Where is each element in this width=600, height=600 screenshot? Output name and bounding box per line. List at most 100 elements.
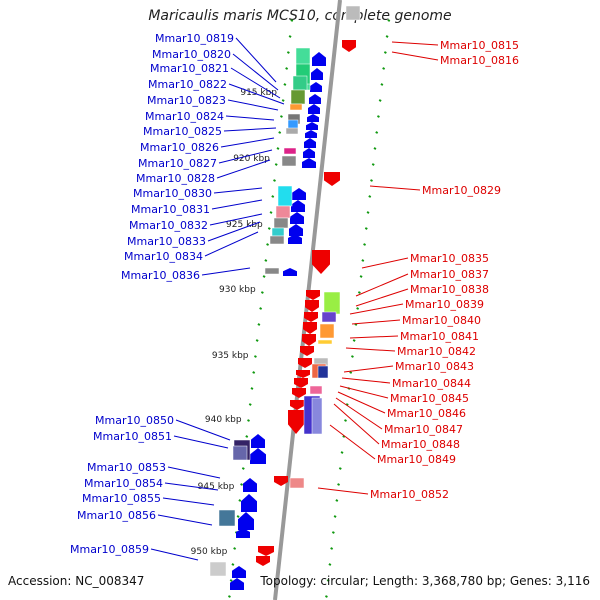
left-gene-leader [209, 213, 263, 226]
gene-box [289, 103, 303, 111]
scale-label: 935 kbp [212, 351, 249, 361]
inner-tick-track-tick [278, 131, 282, 134]
left-gene-label: Mmar10_0820 [152, 48, 231, 61]
outer-tick-track-tick [387, 19, 391, 22]
left-gene-leader [213, 187, 263, 194]
forward-gene-arrow [236, 528, 250, 538]
gene-box [309, 385, 323, 395]
forward-gene-arrow [288, 234, 302, 244]
left-gene-leader [175, 419, 231, 441]
reverse-gene-arrow [324, 172, 340, 186]
reverse-gene-arrow [258, 546, 274, 556]
left-gene-leader [167, 466, 221, 479]
right-gene-leader [317, 487, 369, 495]
left-gene-leader [218, 149, 273, 164]
inner-tick-track-tick [227, 595, 231, 598]
gene-box [209, 561, 227, 577]
outer-tick-track-tick [368, 195, 372, 198]
right-gene-label: Mmar10_0848 [381, 438, 460, 451]
gene-box [264, 267, 280, 275]
forward-gene-arrow [232, 566, 246, 578]
forward-gene-arrow [303, 148, 315, 158]
inner-tick-track-tick [247, 419, 250, 422]
outer-tick-track-tick [349, 371, 353, 374]
forward-gene-arrow [243, 478, 257, 492]
gene-box [271, 227, 285, 237]
gene-box [289, 477, 305, 489]
reverse-gene-arrow [288, 410, 304, 434]
outer-tick-track-tick [378, 99, 382, 102]
topology-label: Topology: circular; Length: 3,368,780 bp… [260, 574, 590, 588]
inner-tick-track-tick [262, 275, 266, 278]
reverse-gene-arrow [292, 388, 306, 398]
gene-box [321, 311, 337, 323]
reverse-gene-arrow [298, 358, 312, 368]
right-gene-leader [355, 288, 409, 307]
outer-tick-track-tick [382, 67, 386, 70]
outer-tick-track-tick [345, 403, 349, 406]
outer-tick-track-tick [342, 435, 346, 438]
right-gene-label: Mmar10_0846 [387, 407, 466, 420]
inner-tick-track-tick [290, 19, 294, 22]
left-gene-leader [157, 514, 213, 526]
reverse-gene-arrow [296, 370, 310, 378]
left-gene-leader [216, 159, 271, 179]
reverse-gene-arrow [274, 476, 288, 486]
forward-gene-arrow [292, 188, 306, 200]
inner-tick-track-tick [274, 163, 278, 166]
left-gene-label: Mmar10_0854 [84, 477, 163, 490]
gene-box [277, 185, 293, 207]
left-gene-leader [164, 482, 219, 491]
right-gene-label: Mmar10_0849 [377, 453, 456, 466]
scale-label: 950 kbp [191, 547, 228, 557]
right-gene-label: Mmar10_0837 [410, 268, 489, 281]
inner-tick-track-tick [288, 35, 292, 38]
gene-box [283, 147, 297, 155]
right-gene-leader [361, 257, 409, 269]
reverse-gene-arrow [303, 322, 317, 334]
right-gene-label: Mmar10_0815 [440, 39, 519, 52]
left-gene-leader [207, 221, 261, 242]
outer-tick-track-tick [337, 483, 341, 486]
outer-tick-track-tick [340, 451, 344, 454]
outer-tick-track-tick [380, 83, 384, 86]
forward-gene-arrow [289, 224, 303, 236]
left-gene-leader [228, 83, 285, 105]
scale-label: 940 kbp [205, 415, 242, 425]
reverse-gene-arrow [290, 400, 304, 410]
inner-tick-track-tick [252, 371, 256, 374]
gene-box [323, 291, 341, 315]
left-gene-leader [201, 267, 251, 276]
inner-tick-track-tick [236, 515, 240, 518]
right-gene-leader [391, 41, 439, 46]
left-gene-leader [227, 99, 279, 111]
reverse-gene-arrow [342, 40, 356, 52]
right-gene-leader [335, 397, 383, 430]
right-gene-leader [355, 273, 409, 297]
left-gene-label: Mmar10_0856 [77, 509, 156, 522]
left-gene-leader [211, 199, 263, 210]
inner-tick-track-tick [259, 307, 263, 310]
outer-tick-track-tick [361, 259, 365, 262]
outer-tick-track-tick [338, 467, 342, 470]
right-gene-leader [391, 51, 439, 61]
outer-tick-track-tick [328, 563, 332, 566]
left-gene-label: Mmar10_0826 [140, 141, 219, 154]
inner-tick-track-tick [238, 499, 242, 502]
inner-tick-track-tick [257, 323, 261, 326]
reverse-gene-arrow [302, 334, 316, 346]
left-gene-leader [230, 67, 281, 99]
left-gene-label: Mmar10_0850 [95, 414, 174, 427]
inner-tick-track-tick [273, 179, 276, 182]
outer-tick-track-tick [366, 211, 370, 214]
inner-tick-track-tick [229, 579, 233, 582]
reverse-gene-arrow [312, 250, 330, 274]
left-gene-label: Mmar10_0855 [82, 492, 161, 505]
outer-tick-track-tick [383, 51, 387, 54]
left-gene-label: Mmar10_0819 [155, 32, 234, 45]
inner-tick-track-tick [245, 435, 249, 438]
right-gene-label: Mmar10_0816 [440, 54, 519, 67]
right-gene-label: Mmar10_0845 [390, 392, 469, 405]
